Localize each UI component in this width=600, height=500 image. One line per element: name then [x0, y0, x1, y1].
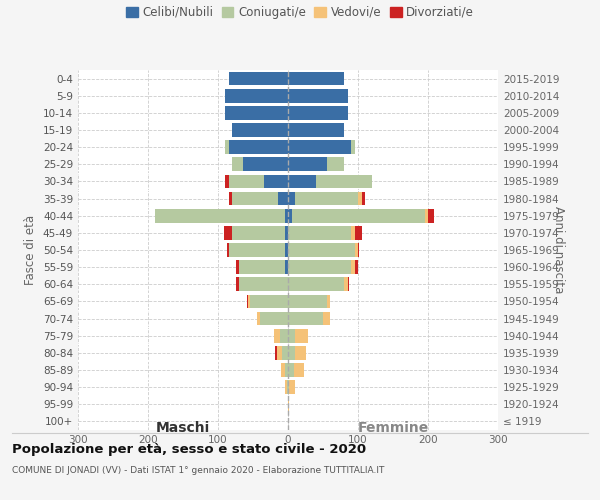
Bar — [225, 89, 288, 102]
Bar — [288, 346, 295, 360]
Bar — [284, 226, 288, 239]
Bar — [281, 363, 284, 377]
Bar — [355, 260, 358, 274]
Bar — [361, 192, 365, 205]
Bar — [288, 329, 295, 342]
Bar — [288, 158, 326, 171]
Bar — [232, 226, 284, 239]
Bar — [229, 192, 232, 205]
Bar — [232, 123, 288, 137]
Bar — [229, 243, 284, 257]
Bar — [235, 260, 239, 274]
Bar — [229, 140, 288, 154]
Bar — [428, 209, 434, 222]
Bar — [288, 294, 326, 308]
Bar — [351, 226, 355, 239]
Bar — [288, 140, 351, 154]
Bar — [288, 278, 344, 291]
Bar — [288, 89, 347, 102]
Bar — [355, 243, 358, 257]
Bar — [239, 278, 288, 291]
Bar — [288, 106, 347, 120]
Bar — [351, 260, 355, 274]
Text: COMUNE DI JONADI (VV) - Dati ISTAT 1° gennaio 2020 - Elaborazione TUTTITALIA.IT: COMUNE DI JONADI (VV) - Dati ISTAT 1° ge… — [12, 466, 385, 475]
Bar — [288, 72, 344, 86]
Bar — [288, 380, 289, 394]
Bar — [225, 174, 229, 188]
Bar — [288, 192, 295, 205]
Bar — [284, 260, 288, 274]
Bar — [288, 174, 316, 188]
Bar — [288, 226, 351, 239]
Bar — [280, 329, 288, 342]
Bar — [242, 158, 288, 171]
Legend: Celibi/Nubili, Coniugati/e, Vedovi/e, Divorziati/e: Celibi/Nubili, Coniugati/e, Vedovi/e, Di… — [126, 6, 474, 19]
Bar — [288, 243, 355, 257]
Bar — [425, 209, 428, 222]
Bar — [323, 312, 330, 326]
Bar — [295, 329, 308, 342]
Y-axis label: Fasce di età: Fasce di età — [25, 215, 37, 285]
Bar — [316, 174, 372, 188]
Bar — [295, 346, 305, 360]
Bar — [275, 346, 277, 360]
Bar — [284, 243, 288, 257]
Bar — [155, 209, 284, 222]
Bar — [232, 192, 277, 205]
Bar — [257, 312, 260, 326]
Bar — [285, 380, 287, 394]
Bar — [355, 226, 361, 239]
Bar — [358, 192, 361, 205]
Bar — [235, 278, 239, 291]
Bar — [224, 226, 232, 239]
Bar — [247, 294, 248, 308]
Bar — [288, 363, 293, 377]
Bar — [250, 294, 288, 308]
Text: Maschi: Maschi — [156, 421, 210, 435]
Bar — [260, 312, 288, 326]
Bar — [225, 106, 288, 120]
Bar — [351, 140, 355, 154]
Bar — [287, 380, 288, 394]
Bar — [277, 346, 283, 360]
Bar — [229, 72, 288, 86]
Bar — [283, 346, 288, 360]
Y-axis label: Anni di nascita: Anni di nascita — [552, 206, 565, 294]
Bar — [288, 398, 289, 411]
Bar — [347, 278, 349, 291]
Text: Femmine: Femmine — [358, 421, 428, 435]
Bar — [232, 158, 242, 171]
Bar — [225, 140, 229, 154]
Bar — [263, 174, 288, 188]
Bar — [284, 209, 288, 222]
Text: Popolazione per età, sesso e stato civile - 2020: Popolazione per età, sesso e stato civil… — [12, 442, 366, 456]
Bar — [229, 174, 263, 188]
Bar — [289, 380, 295, 394]
Bar — [295, 192, 358, 205]
Bar — [239, 260, 284, 274]
Bar — [358, 243, 359, 257]
Bar — [326, 294, 330, 308]
Bar — [288, 123, 344, 137]
Bar — [292, 209, 425, 222]
Bar — [288, 312, 323, 326]
Bar — [344, 278, 347, 291]
Bar — [326, 158, 344, 171]
Bar — [274, 329, 280, 342]
Bar — [288, 209, 292, 222]
Bar — [248, 294, 250, 308]
Bar — [277, 192, 288, 205]
Bar — [288, 260, 351, 274]
Bar — [293, 363, 304, 377]
Bar — [284, 363, 288, 377]
Bar — [227, 243, 229, 257]
